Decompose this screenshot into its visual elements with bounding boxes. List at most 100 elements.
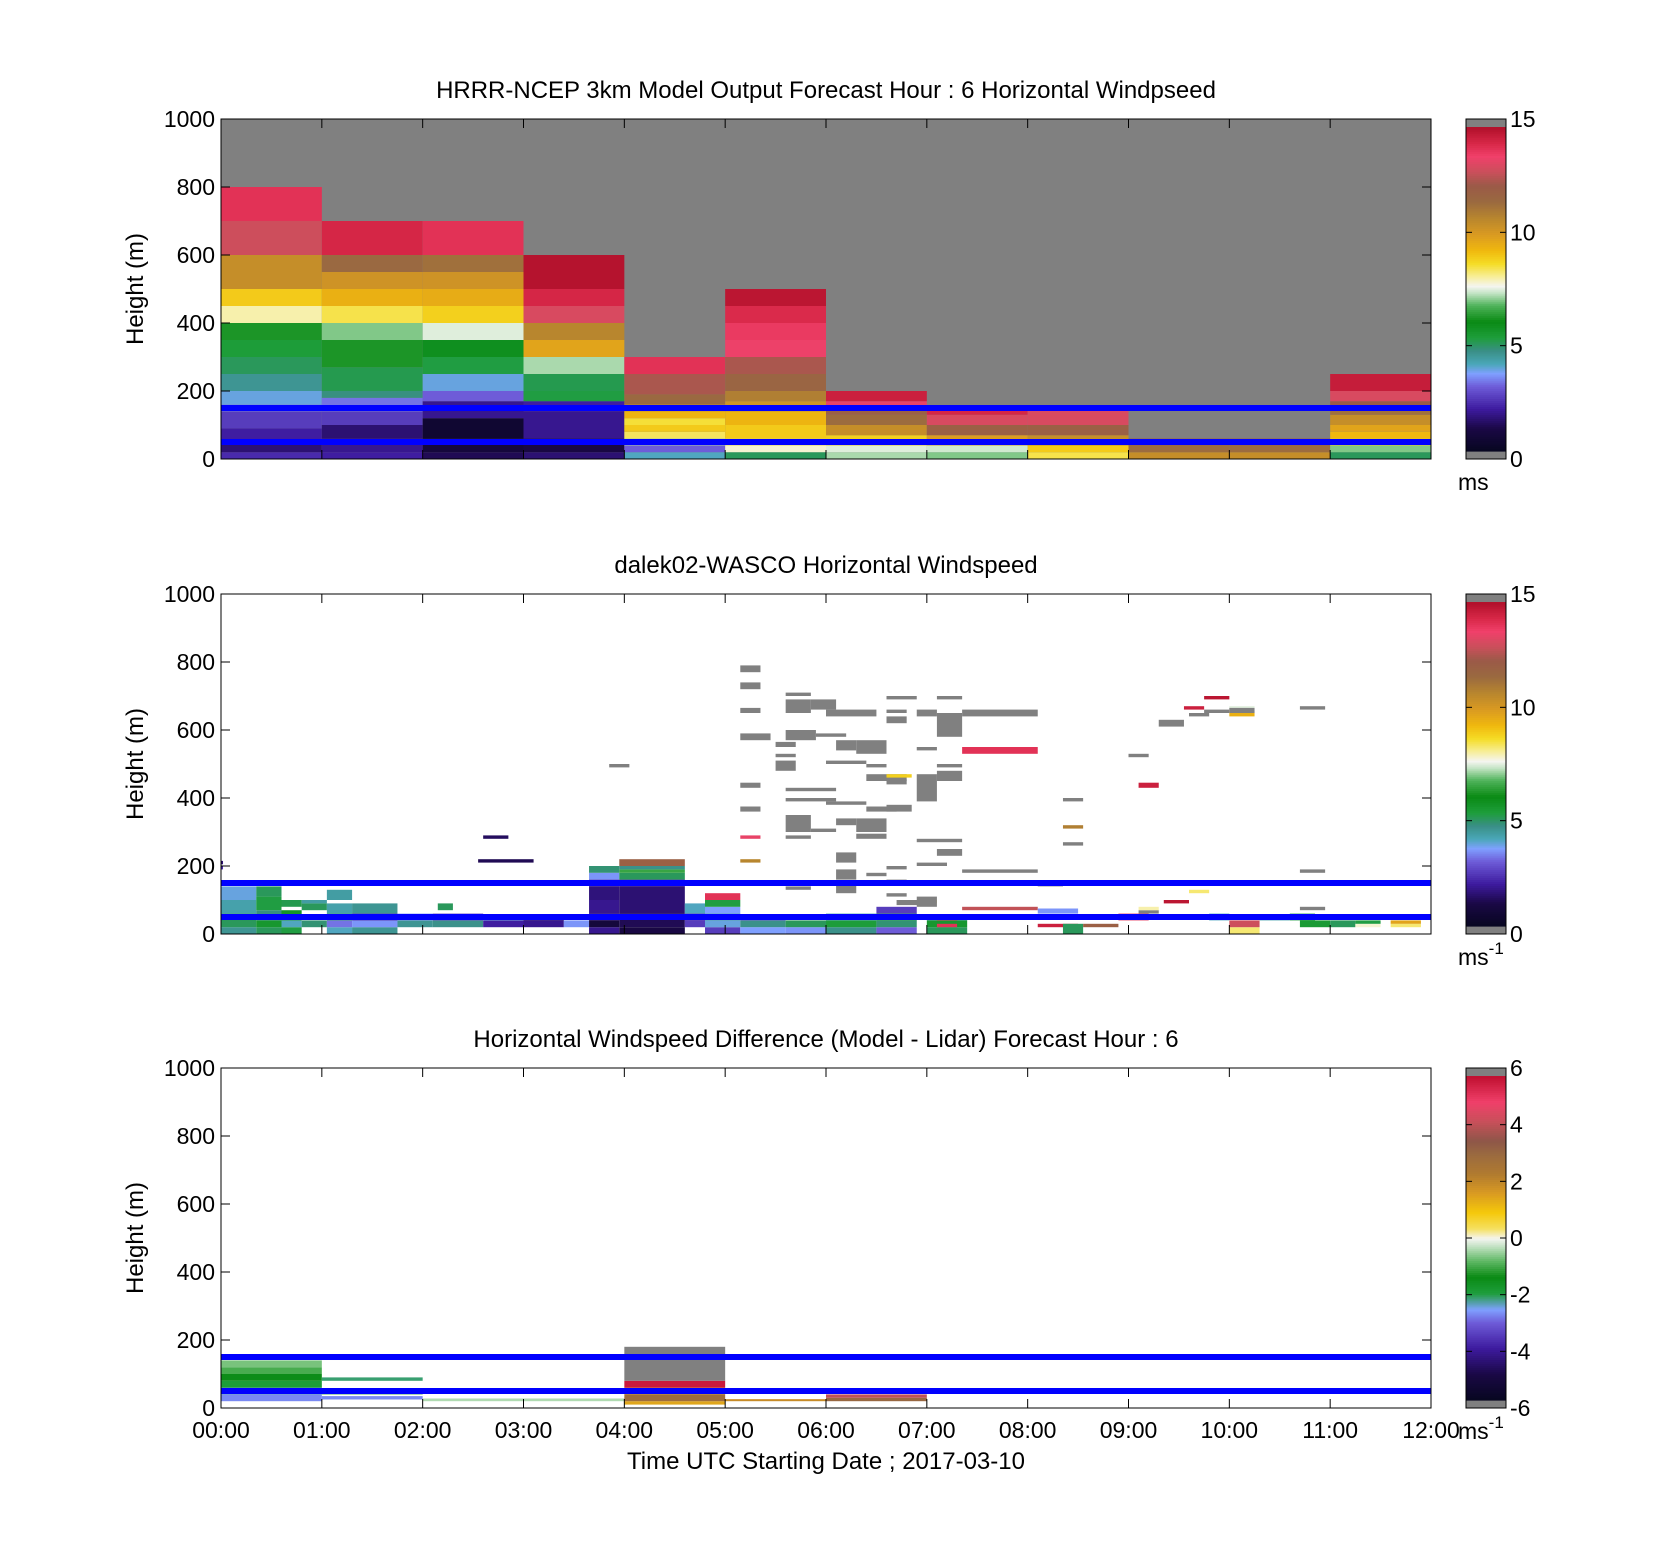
colorbar-segment (1466, 717, 1506, 721)
heatmap-cell (221, 927, 257, 934)
colorbar-unit-exponent: -1 (1489, 1413, 1504, 1432)
colorbar-segment (1466, 260, 1506, 264)
colorbar-segment (1466, 1345, 1506, 1348)
colorbar-segment (1466, 343, 1506, 347)
colorbar-segment (1466, 731, 1506, 735)
colorbar-unit-base: ms (1458, 944, 1489, 970)
colorbar-segment (1466, 1229, 1506, 1233)
colorbar-segment (1466, 305, 1506, 308)
colorbar-segment (1466, 297, 1506, 300)
colorbar-segment (1466, 794, 1506, 797)
colorbar-segment (1466, 614, 1506, 617)
y-axis-label: Height (m) (122, 1182, 149, 1294)
colorbar-segment (1466, 650, 1506, 654)
colorbar-segment (1466, 268, 1506, 272)
colorbar-segment (1466, 824, 1506, 828)
colorbar-segment (1466, 873, 1506, 876)
heatmap-cell (785, 699, 811, 713)
y-tick-label: 600 (177, 717, 215, 743)
colorbar-segment (1466, 709, 1506, 712)
heatmap-cell (725, 445, 826, 453)
colorbar-segment (1466, 317, 1506, 320)
colorbar-segment (1466, 293, 1506, 296)
colorbar-segment (1466, 658, 1506, 662)
colorbar-segment (1466, 203, 1506, 207)
colorbar-segment (1466, 1086, 1506, 1089)
heatmap-cell (478, 859, 534, 863)
heatmap-cell (886, 893, 907, 897)
heatmap-cell (1229, 711, 1255, 717)
colorbar-segment (1466, 1185, 1506, 1188)
heatmap-cell (326, 889, 353, 900)
colorbar-segment (1466, 315, 1506, 318)
heatmap-cell (624, 394, 726, 405)
heatmap-cell (221, 866, 224, 870)
colorbar-segment (1466, 222, 1506, 225)
colorbar-segment (1466, 1128, 1506, 1132)
y-axis-label: Height (m) (122, 233, 149, 345)
colorbar-segment (1466, 836, 1506, 840)
colorbar-segment (1466, 770, 1506, 773)
colorbar-segment (1466, 664, 1506, 668)
colorbar-segment (1466, 1280, 1506, 1284)
colorbar-segment (1466, 608, 1506, 611)
y-axis-label: Height (m) (122, 708, 149, 820)
colorbar-segment (1466, 1385, 1506, 1389)
heatmap-cell (725, 1399, 826, 1402)
colorbar-segment (1466, 137, 1506, 140)
heatmap-cell (725, 323, 826, 340)
colorbar-segment (1466, 776, 1506, 779)
colorbar-segment (1466, 654, 1506, 658)
heatmap-cell (422, 340, 524, 357)
heatmap-cell (221, 391, 322, 405)
colorbar-segment (1466, 1397, 1506, 1401)
colorbar-segment (1466, 1333, 1506, 1336)
colorbar-segment (1466, 1240, 1506, 1243)
heatmap-cell (856, 740, 887, 754)
colorbar-segment (1466, 790, 1506, 793)
colorbar-segment (1466, 1306, 1506, 1310)
colorbar-segment (1466, 865, 1506, 868)
colorbar-segment (1466, 721, 1506, 725)
colorbar-segment (1466, 786, 1506, 789)
colorbar-segment (1466, 386, 1506, 389)
colorbar-segment (1466, 240, 1506, 244)
colorbar-segment (1466, 185, 1506, 189)
colorbar-frame (1465, 593, 1507, 935)
colorbar-segment (1466, 1221, 1506, 1225)
heatmap-cell (936, 923, 958, 928)
heatmap-cell (826, 401, 927, 408)
heatmap-cell (624, 418, 726, 425)
colorbar-segment (1466, 1173, 1506, 1176)
colorbar-segment (1466, 145, 1506, 148)
colorbar-segment (1466, 1157, 1506, 1160)
colorbar-segment (1466, 139, 1506, 142)
heatmap-cell (856, 818, 887, 832)
colorbar-segment (1466, 784, 1506, 787)
colorbar-segment (1466, 630, 1506, 633)
colorbar-segment (1466, 286, 1506, 290)
colorbar-segment (1466, 676, 1506, 680)
heatmap-cell (886, 716, 907, 724)
heatmap-cell (815, 733, 847, 737)
colorbar-segment (1466, 376, 1506, 379)
colorbar-segment (1466, 1223, 1506, 1227)
heatmap-cell (1299, 706, 1326, 710)
colorbar-segment (1466, 208, 1506, 211)
colorbar-segment (1466, 1235, 1506, 1239)
colorbar-segment (1466, 1084, 1506, 1087)
colorbar-tick-label: 0 (1510, 1225, 1523, 1251)
heatmap-cell (221, 442, 322, 453)
colorbar-segment (1466, 307, 1506, 310)
colorbar-segment (1466, 739, 1506, 743)
colorbar-segment (1466, 291, 1506, 294)
heatmap-cell (589, 886, 620, 900)
heatmap-cell (321, 255, 423, 272)
colorbar-segment (1466, 420, 1506, 424)
heatmap-cell (725, 452, 826, 459)
colorbar-segment (1466, 394, 1506, 397)
x-tick-label: 04:00 (596, 1417, 654, 1443)
colorbar-segment (1466, 620, 1506, 623)
heatmap-cell (810, 699, 837, 710)
colorbar-segment (1466, 678, 1506, 682)
